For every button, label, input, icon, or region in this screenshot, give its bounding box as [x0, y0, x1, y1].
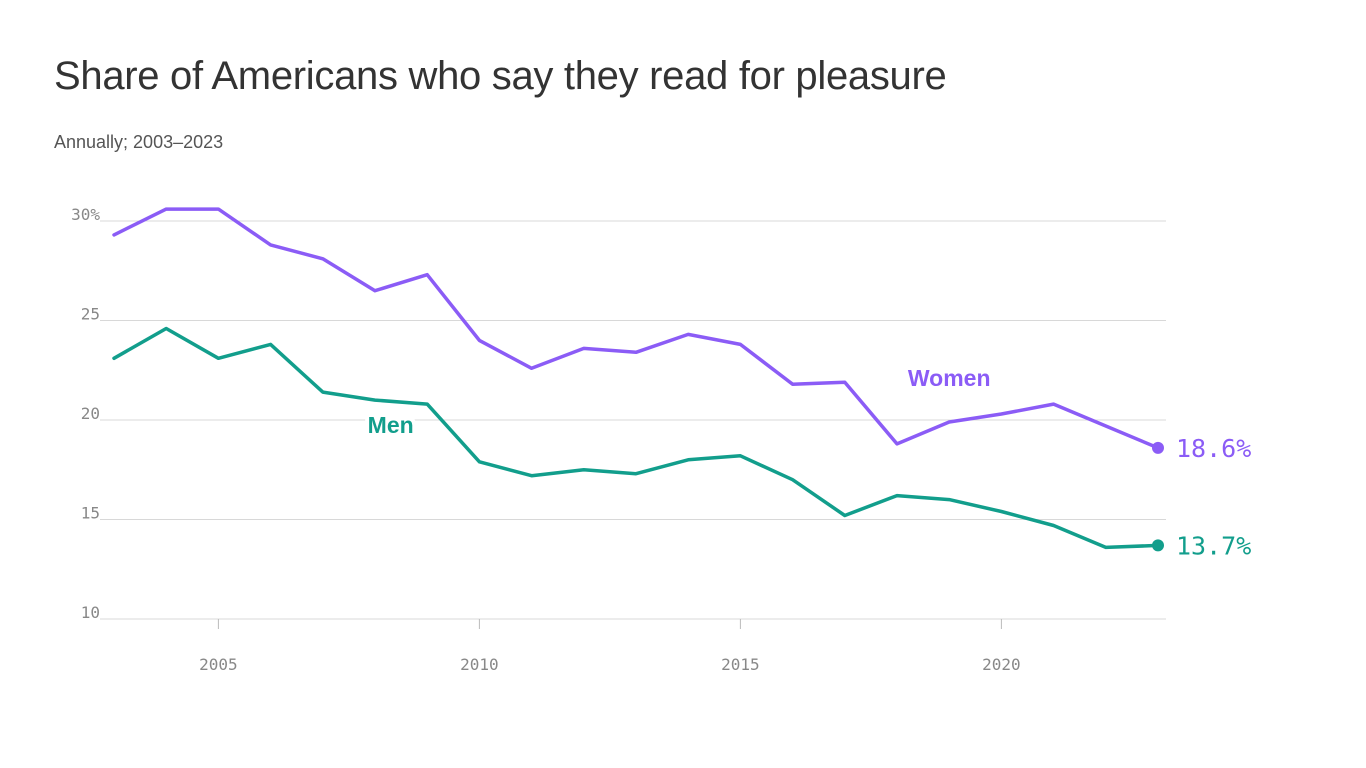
women-series-label-halo: Women	[908, 365, 991, 391]
x-tick-label: 2020	[982, 655, 1021, 674]
women-series-label: Women	[908, 365, 991, 391]
men-series-line	[112, 326, 1160, 550]
men-end-point	[1152, 539, 1164, 552]
y-tick-label: 20	[81, 404, 100, 423]
x-tick-label: 2015	[721, 655, 760, 674]
men-series-label-halo: Men	[368, 412, 414, 438]
chart-subtitle: Annually; 2003–2023	[54, 132, 224, 152]
women-series-line	[112, 207, 1160, 450]
x-tick-label: 2005	[199, 655, 238, 674]
women-end-value-label: 18.6%	[1176, 434, 1251, 463]
y-tick-label: 30%	[71, 205, 100, 224]
men-series-label: Men	[368, 412, 414, 438]
gridlines	[100, 220, 1166, 620]
men-end-value-label: 13.7%	[1176, 531, 1251, 560]
women-end-point	[1152, 441, 1164, 454]
x-tick-label: 2010	[460, 655, 499, 674]
y-tick-label: 10	[81, 603, 100, 622]
y-tick-label: 15	[81, 504, 100, 523]
y-tick-label: 25	[81, 305, 100, 324]
series-lines	[112, 207, 1164, 552]
chart-title: Share of Americans who say they read for…	[54, 54, 947, 98]
